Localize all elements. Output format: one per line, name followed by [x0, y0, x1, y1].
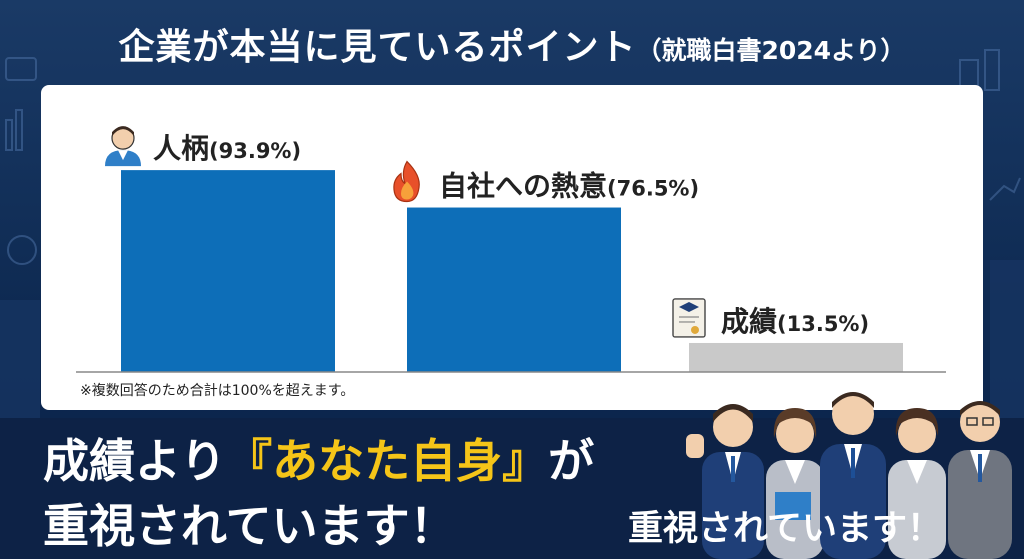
- value-label: (13.5%): [777, 312, 869, 336]
- title-source: （就職白書2024より）: [636, 36, 906, 65]
- headline-line3: 重視されています！: [628, 509, 942, 549]
- category-label: 自社への熱意: [439, 170, 607, 203]
- category-label: 人柄: [153, 132, 209, 165]
- headline-line1: 成績より『あなた自身』が: [43, 425, 594, 491]
- person-3: [820, 392, 886, 559]
- briefcase-icon: [5, 57, 37, 81]
- bar-1: [121, 170, 335, 372]
- bar-chart-icon: [5, 119, 13, 151]
- person-1: [686, 404, 764, 559]
- bar-label-1: 人柄(93.9%): [153, 132, 301, 165]
- pie-chart-icon: [7, 235, 37, 265]
- headline-line2: 重視されています！: [43, 499, 456, 553]
- title-main: 企業が本当に見ているポイント: [118, 27, 637, 68]
- bar-chart: 人柄(93.9%) 自社への熱意(76.5%) 成績(13.5%): [76, 126, 946, 373]
- person-5: [948, 401, 1012, 559]
- bar-label-3: 成績(13.5%): [721, 305, 869, 338]
- trend-icon: [989, 177, 1021, 201]
- person-4: [888, 408, 946, 559]
- person-icon: [105, 126, 141, 167]
- person-2: [766, 408, 824, 559]
- value-label: (76.5%): [607, 177, 699, 201]
- headline-post: が: [548, 434, 595, 488]
- chart-panel: 人柄(93.9%) 自社への熱意(76.5%) 成績(13.5%) ※複数回答のため…: [41, 85, 983, 410]
- value-label: (93.9%): [209, 139, 301, 163]
- bar-label-2: 自社への熱意(76.5%): [439, 170, 699, 203]
- flame-icon: [393, 160, 420, 203]
- chart-footnote: ※複数回答のため合計は100%を超えます。: [80, 383, 355, 399]
- page-title: 企業が本当に見ているポイント（就職白書2024より）: [0, 18, 1024, 70]
- category-label: 成績: [721, 305, 777, 338]
- certificate-icon: [672, 298, 706, 338]
- bar-3: [689, 342, 903, 372]
- business-people-illustration: [686, 392, 1012, 559]
- headline-accent: 『あなた自身』: [226, 434, 549, 488]
- headline-pre: 成績より: [43, 434, 227, 488]
- bar-2: [407, 207, 621, 372]
